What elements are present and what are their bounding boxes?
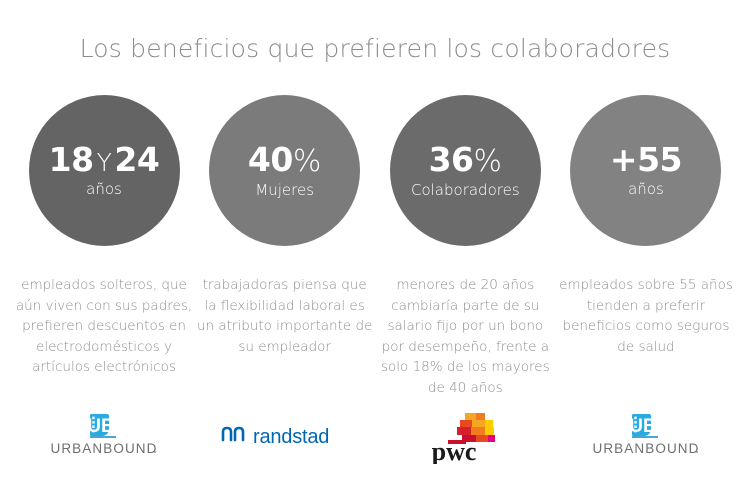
stat-circle-1: 18 Y24 años (28, 95, 180, 246)
pwc-logo: pwc (432, 413, 496, 464)
stat-circle-4: +55 años (570, 95, 722, 246)
urbanbound-wordmark: URBANBOUND (50, 441, 157, 456)
svg-text:UB: UB (87, 416, 114, 437)
randstad-mark-icon (221, 426, 244, 442)
page-title: Los beneficios que prefieren los colabor… (79, 34, 671, 63)
stat-label-3: Colaboradores (410, 180, 520, 199)
stat-caption-3: menores de 20 años cambiaría parte de su… (380, 277, 550, 396)
stat-caption-2: trabajadoras piensa que la flexibilidad … (196, 277, 373, 355)
stat-value-2-suffix: % (292, 143, 322, 179)
stat-value-4-main: +55 (609, 140, 683, 180)
stat-column-4: +55 años empleados sobre 55 años tienden… (559, 95, 733, 398)
urbanbound-logo: UB URBANBOUND (50, 414, 157, 456)
stat-value-1-second: 24 (114, 140, 160, 180)
randstad-wordmark: randstad (253, 426, 329, 448)
stat-value-1-conjunction: Y (96, 148, 112, 178)
stat-value-3-suffix: % (473, 143, 503, 179)
stat-value-3-main: 36 (428, 139, 474, 179)
urbanbound-monogram-icon: UB (629, 414, 658, 438)
stat-label-4: años (628, 180, 664, 199)
stat-value-2: 40% (248, 143, 321, 178)
stat-caption-1: empleados solteros, que aún viven con su… (15, 277, 193, 376)
stat-value-1: 18 Y24 (49, 143, 160, 177)
stat-column-1: 18 Y24 años empleados solteros, que aún v… (16, 95, 192, 398)
logos-row: UB URBANBOUND randstad (0, 408, 750, 464)
stat-circle-3: 36% Colaboradores (389, 95, 541, 246)
stat-column-3: 36% Colaboradores menores de 20 años cam… (381, 95, 550, 398)
stat-value-3: 36% (429, 143, 502, 178)
pwc-wordmark: pwc (432, 437, 477, 464)
randstad-logo: randstad (221, 426, 329, 448)
svg-text:UB: UB (629, 416, 656, 437)
pwc-mark-icon (448, 413, 496, 444)
urbanbound-wordmark: URBANBOUND (592, 441, 699, 456)
logo-cell-2: randstad (201, 408, 369, 464)
stat-value-2-main: 40 (247, 139, 293, 179)
stat-circle-2: 40% Mujeres (209, 95, 361, 246)
urbanbound-monogram-icon: UB (87, 414, 116, 438)
stat-column-2: 40% Mujeres trabajadoras piensa que la f… (197, 95, 372, 398)
logo-cell-4: UB URBANBOUND (562, 408, 730, 464)
stat-caption-4: empleados sobre 55 años tienden a prefer… (559, 277, 733, 355)
logo-cell-1: UB URBANBOUND (20, 408, 188, 464)
urbanbound-logo: UB URBANBOUND (592, 414, 699, 456)
stat-label-2: Mujeres (255, 180, 315, 199)
stat-value-1-main: 18 (48, 140, 94, 180)
stat-label-1: años (86, 180, 122, 199)
logo-cell-3: pwc (381, 408, 549, 464)
stats-row: 18 Y24 años empleados solteros, que aún v… (0, 95, 750, 398)
stat-value-4: +55 (609, 140, 683, 180)
